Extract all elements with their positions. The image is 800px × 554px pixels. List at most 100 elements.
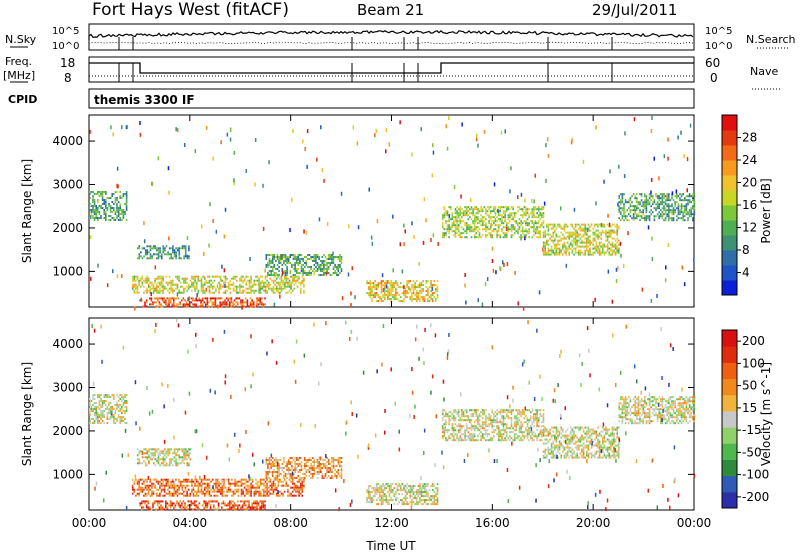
speckle-cell [351,266,353,271]
echo-cell [586,245,588,248]
echo-cell [234,275,236,278]
echo-cell [249,297,252,300]
echo-cell [337,258,340,260]
echo-cell [103,416,105,418]
echo-cell [216,297,218,300]
echo-cell [230,297,233,300]
echo-cell [425,290,428,293]
speckle-cell [446,146,449,151]
echo-cell [105,396,107,398]
echo-cell [235,285,238,288]
echo-cell [146,277,148,280]
echo-cell [594,225,596,228]
echo-cell [419,286,421,289]
speckle-cell [560,206,562,211]
echo-cell [194,287,196,290]
echo-cell [546,233,548,236]
echo-cell [562,247,564,250]
echo-cell [224,291,227,294]
echo-cell [275,488,278,491]
echo-cell [611,229,614,232]
echo-cell [497,230,500,233]
echo-cell [595,229,598,232]
echo-cell [494,228,497,231]
echo-cell [162,245,165,248]
echo-cell [589,225,591,228]
echo-cell [100,400,102,402]
echo-cell [269,283,272,286]
echo-cell [261,502,263,505]
echo-cell [172,247,174,250]
echo-cell [229,508,231,511]
echo-cell [660,215,662,218]
echo-cell [290,283,292,286]
echo-cell [608,241,610,244]
speckle-cell [650,177,653,182]
echo-cell [409,495,412,498]
echo-cell [436,288,439,291]
echo-cell [496,232,498,235]
echo-cell [584,233,586,236]
echo-cell [404,489,407,492]
echo-cell [390,489,392,492]
echo-cell [382,485,384,488]
echo-cell [176,247,179,250]
speckle-cell [509,189,511,194]
echo-cell [152,484,155,487]
echo-cell [409,491,412,494]
echo-cell [419,493,421,496]
echo-cell [436,294,439,297]
echo-cell [380,300,383,303]
echo-cell [507,230,510,233]
echo-cell [427,493,429,496]
echo-cell [200,287,203,290]
echo-cell [101,199,104,201]
echo-cell [316,471,319,473]
echo-cell [465,222,468,225]
echo-cell [451,222,454,225]
echo-cell [160,277,163,280]
echo-cell [241,504,244,507]
echo-cell [629,199,632,202]
echo-cell [164,249,166,252]
echo-cell [655,193,657,196]
echo-cell [113,209,115,211]
echo-cell [286,272,288,274]
speckle-cell [619,241,622,246]
echo-cell [316,467,319,469]
echo-cell [417,298,420,301]
echo-cell [122,211,125,213]
echo-cell [595,245,598,248]
echo-cell [246,508,249,511]
echo-cell [151,283,153,286]
nsky-label: N.Sky [5,33,37,46]
echo-cell [419,300,421,303]
echo-cell [189,285,192,288]
echo-cell [95,410,97,412]
echo-cell [202,283,204,286]
echo-cell [520,224,522,227]
speckle-cell [586,227,589,232]
echo-cell [546,253,548,256]
echo-cell [558,239,561,242]
echo-cell [311,467,314,469]
echo-cell [453,230,455,233]
echo-cell [140,251,142,254]
echo-cell [291,467,293,469]
echo-cell [255,492,257,495]
echo-cell [375,493,378,496]
echo-cell [257,297,260,300]
echo-cell [300,266,303,268]
echo-cell [332,457,335,459]
echo-cell [652,201,654,204]
echo-cell [291,477,293,479]
echo-cell [163,299,165,302]
echo-cell [547,251,550,254]
echo-cell [590,223,593,226]
speckle-cell [411,152,413,157]
echo-cell [624,215,627,218]
echo-cell [473,226,476,229]
echo-cell [430,497,432,500]
echo-cell [159,247,161,250]
echo-cell [289,473,292,475]
